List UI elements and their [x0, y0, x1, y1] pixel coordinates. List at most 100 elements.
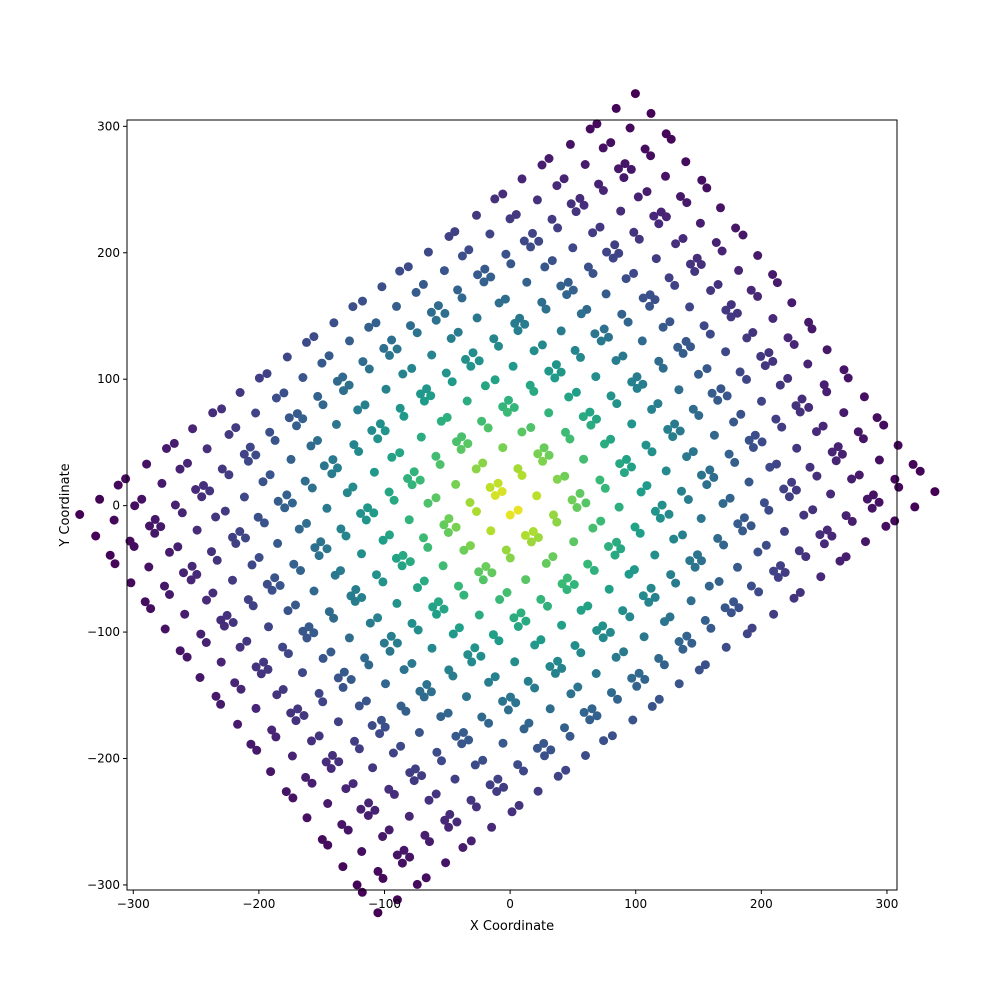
scatter-point: [453, 285, 463, 295]
scatter-point: [478, 575, 488, 585]
scatter-point: [565, 434, 575, 444]
scatter-point: [212, 555, 222, 565]
scatter-point: [566, 199, 576, 209]
scatter-point: [415, 686, 425, 696]
scatter-point: [585, 407, 595, 417]
scatter-point: [271, 393, 281, 403]
scatter-point: [654, 694, 664, 704]
scatter-point: [647, 404, 657, 414]
scatter-point: [730, 457, 740, 467]
scatter-point: [462, 692, 471, 702]
scatter-point: [419, 396, 429, 406]
scatter-point: [267, 585, 277, 595]
scatter-point: [699, 321, 709, 331]
scatter-point: [567, 495, 577, 505]
scatter-point: [314, 731, 324, 741]
scatter-point: [787, 298, 797, 308]
scatter-point: [281, 787, 291, 797]
scatter-point: [615, 459, 625, 469]
scatter-point: [629, 227, 639, 237]
scatter-point: [433, 301, 443, 311]
scatter-point: [121, 474, 131, 484]
scatter-point: [879, 420, 889, 430]
scatter-point: [283, 649, 293, 659]
scatter-point: [750, 430, 760, 440]
scatter-point: [638, 293, 648, 303]
scatter-point: [434, 597, 443, 607]
scatter-point: [490, 672, 500, 682]
scatter-point: [600, 439, 609, 449]
scatter-point: [509, 613, 519, 623]
scatter-point: [508, 361, 518, 371]
scatter-point: [494, 341, 503, 351]
scatter-point: [358, 296, 367, 306]
scatter-point: [768, 314, 778, 323]
scatter-point: [318, 400, 328, 410]
scatter-point: [835, 556, 845, 566]
scatter-point: [588, 523, 598, 533]
scatter-point: [453, 327, 463, 337]
scatter-point: [398, 550, 408, 560]
scatter-point: [894, 482, 904, 492]
scatter-point: [783, 333, 793, 343]
scatter-point: [195, 673, 205, 682]
scatter-point: [520, 530, 530, 540]
scatter-point: [283, 606, 293, 616]
scatter-point: [367, 426, 377, 435]
scatter-point: [259, 518, 269, 528]
scatter-point: [302, 813, 312, 823]
scatter-point: [499, 782, 509, 792]
scatter-point: [186, 575, 196, 585]
scatter-point: [251, 408, 261, 418]
scatter-point: [338, 372, 348, 382]
scatter-point: [704, 581, 714, 591]
scatter-point: [526, 242, 536, 252]
scatter-point: [468, 348, 478, 358]
scatter-point: [611, 652, 621, 662]
scatter-point: [639, 632, 649, 642]
scatter-point: [598, 633, 608, 643]
scatter-point: [660, 617, 669, 627]
scatter-point: [378, 577, 388, 587]
scatter-point: [640, 674, 650, 684]
scatter-point: [839, 408, 849, 418]
y-axis-ticks: −300 −200 −100 0 100 200 300: [87, 119, 127, 892]
scatter-point: [317, 835, 327, 844]
scatter-point: [352, 880, 362, 890]
scatter-point: [729, 417, 739, 427]
scatter-point: [636, 487, 646, 497]
scatter-point: [160, 624, 170, 634]
scatter-point: [588, 228, 598, 238]
scatter-point: [370, 805, 380, 815]
scatter-point: [343, 825, 353, 835]
scatter-point: [399, 411, 409, 421]
scatter-point: [371, 318, 381, 328]
scatter-point: [513, 505, 523, 515]
scatter-point: [302, 633, 312, 643]
scatter-point: [799, 510, 809, 520]
scatter-point: [822, 345, 832, 355]
scatter-point: [287, 751, 297, 761]
scatter-point: [191, 485, 201, 494]
scatter-point: [746, 285, 756, 295]
scatter-point: [252, 745, 262, 755]
scatter-point: [351, 585, 361, 594]
scatter-point: [415, 475, 425, 485]
scatter-point: [775, 380, 785, 390]
scatter-point: [746, 521, 756, 531]
scatter-point: [318, 697, 328, 707]
scatter-point: [406, 321, 415, 331]
scatter-point: [369, 467, 379, 477]
scatter-point: [713, 280, 723, 289]
x-tick-label: 0: [506, 897, 514, 911]
scatter-point: [440, 815, 450, 825]
scatter-point: [205, 486, 215, 496]
scatter-point: [338, 682, 348, 692]
scatter-point: [339, 667, 349, 677]
x-axis-ticks: −300 −200 −100 0 100 200 300: [117, 890, 898, 911]
scatter-point: [812, 427, 821, 437]
scatter-point: [610, 550, 620, 560]
scatter-point: [599, 324, 609, 334]
scatter-point: [392, 301, 401, 311]
